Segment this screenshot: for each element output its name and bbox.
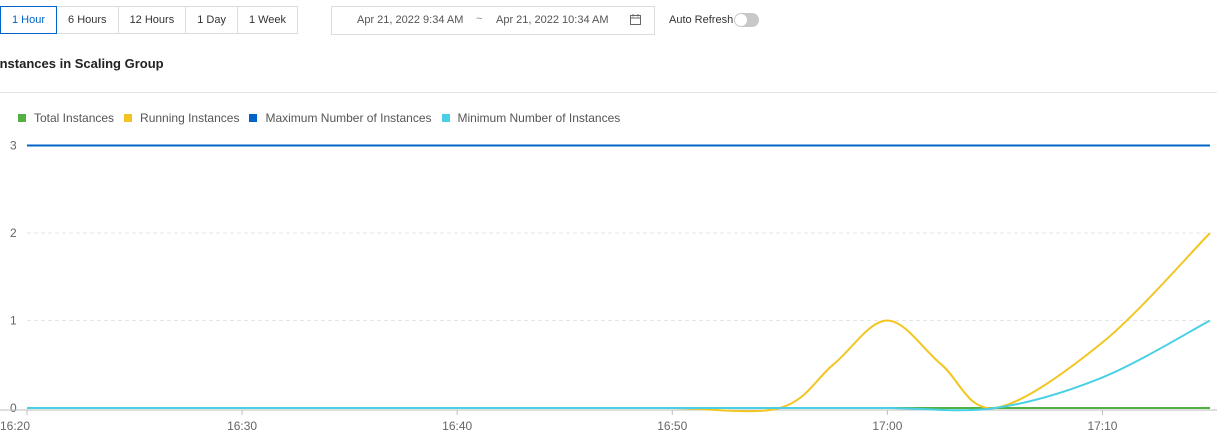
date-start[interactable]: Apr 21, 2022 9:34 AM — [357, 14, 464, 26]
calendar-icon[interactable] — [630, 14, 641, 25]
divider — [0, 92, 1217, 93]
auto-refresh-toggle[interactable] — [734, 13, 759, 27]
legend-label: Maximum Number of Instances — [265, 111, 432, 125]
range-12-hours-button[interactable]: 12 Hours — [118, 7, 187, 33]
legend-swatch — [124, 114, 133, 122]
auto-refresh-label: Auto Refresh — [669, 14, 734, 26]
chart-legend: Total Instances Running Instances Maximu… — [18, 111, 630, 125]
series-minimum-instances — [27, 319, 1211, 412]
x-tick-label: 17:10 — [1087, 419, 1117, 433]
legend-item-minimum-instances[interactable]: Minimum Number of Instances — [441, 111, 621, 125]
legend-swatch — [441, 114, 450, 122]
legend-label: Minimum Number of Instances — [457, 111, 621, 125]
y-tick-label: 1 — [10, 314, 17, 328]
time-range-selector: 1 Hour 6 Hours 12 Hours 1 Day 1 Week — [0, 6, 299, 34]
legend-item-running-instances[interactable]: Running Instances — [124, 111, 239, 125]
panel-title: Instances in Scaling Group — [0, 56, 164, 71]
x-tick-label: 16:20 — [0, 419, 30, 433]
date-end[interactable]: Apr 21, 2022 10:34 AM — [496, 14, 609, 26]
x-tick-label: 16:40 — [442, 419, 472, 433]
toggle-knob — [735, 14, 747, 26]
legend-item-maximum-instances[interactable]: Maximum Number of Instances — [249, 111, 432, 125]
y-tick-label: 0 — [10, 401, 17, 415]
date-range-picker[interactable]: Apr 21, 2022 9:34 AM ~ Apr 21, 2022 10:3… — [331, 6, 655, 35]
range-6-hours-button[interactable]: 6 Hours — [57, 7, 119, 33]
x-tick-label: 16:30 — [227, 419, 257, 433]
range-1-week-button[interactable]: 1 Week — [237, 7, 298, 33]
x-tick-label: 17:00 — [872, 419, 902, 433]
instances-line-chart: 0 1 2 3 16:20 16:30 16:40 16:50 17:00 17:10 — [0, 139, 1217, 433]
range-1-day-button[interactable]: 1 Day — [186, 7, 238, 33]
series-running-instances — [27, 232, 1211, 413]
y-tick-label: 3 — [10, 139, 17, 153]
x-tick-label: 16:50 — [657, 419, 687, 433]
legend-label: Running Instances — [140, 111, 240, 125]
legend-item-total-instances[interactable]: Total Instances — [18, 111, 114, 125]
toolbar: 1 Hour 6 Hours 12 Hours 1 Day 1 Week Apr… — [0, 0, 1217, 42]
legend-swatch — [249, 114, 258, 122]
date-separator: ~ — [476, 13, 483, 25]
legend-label: Total Instances — [34, 111, 115, 125]
y-tick-label: 2 — [10, 226, 17, 240]
range-1-hour-button[interactable]: 1 Hour — [0, 6, 58, 34]
legend-swatch — [18, 114, 26, 122]
